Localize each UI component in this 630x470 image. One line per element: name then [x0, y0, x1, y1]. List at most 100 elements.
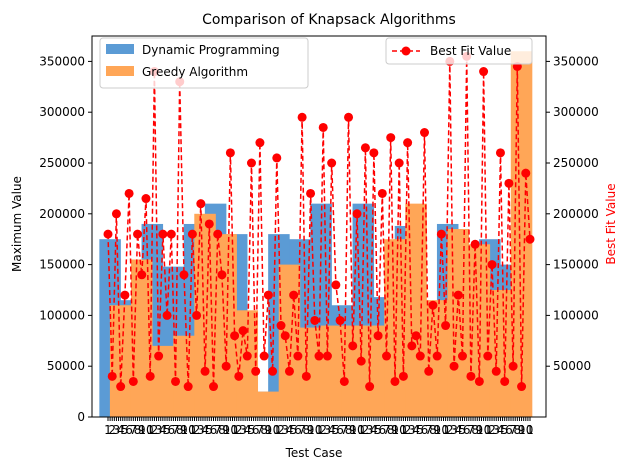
x-tick-label: 9 [349, 423, 357, 437]
point-best-fit-value [500, 376, 510, 386]
point-best-fit-value [369, 148, 379, 158]
x-tick-label: 10 [307, 423, 322, 437]
x-tick-label: 2 [319, 423, 327, 437]
x-tick-label: 3 [239, 423, 247, 437]
bar-greedy-algorithm [299, 327, 322, 417]
x-tick-label: 1 [526, 423, 534, 437]
x-tick-label: 5 [248, 423, 256, 437]
x-tick-label: 6 [505, 423, 513, 437]
legend-label-best-fit-value: Best Fit Value [430, 44, 511, 58]
x-tick-label: 3 [366, 423, 374, 437]
x-tick-label: 9 [518, 423, 526, 437]
point-best-fit-value [441, 321, 451, 331]
x-tick-label: 1 [189, 423, 197, 437]
point-best-fit-value [145, 371, 155, 381]
x-tick-label: 8 [176, 423, 184, 437]
point-best-fit-value [272, 153, 282, 163]
x-tick-label: 1 [146, 423, 154, 437]
point-best-fit-value [289, 290, 299, 300]
x-tick-label: 8 [514, 423, 522, 437]
y-tick-label-right: 300000 [553, 105, 599, 119]
x-tick-label: 2 [151, 423, 159, 437]
x-tick-label: 8 [260, 423, 268, 437]
x-tick-label: 8 [303, 423, 311, 437]
bar-greedy-algorithm [236, 310, 259, 417]
x-tick-label: 8 [218, 423, 226, 437]
x-tick-label: 10 [392, 423, 407, 437]
x-tick-label: 6 [463, 423, 471, 437]
x-tick-label: 4 [201, 423, 209, 437]
x-tick-label: 1 [231, 423, 239, 437]
x-tick-label: 9 [138, 423, 146, 437]
point-best-fit-value [487, 260, 497, 270]
x-tick-label: 6 [378, 423, 386, 437]
x-tick-label: 10 [138, 423, 153, 437]
point-best-fit-value [200, 366, 210, 376]
bar-greedy-algorithm [405, 203, 427, 417]
point-best-fit-value [483, 351, 493, 361]
point-best-fit-value [517, 382, 527, 392]
bar-greedy-algorithm [447, 229, 470, 417]
bar-greedy-algorithm [384, 239, 406, 417]
bar-greedy-algorithm [489, 290, 512, 417]
y-tick-label-right: 100000 [553, 308, 599, 322]
point-best-fit-value [133, 229, 143, 239]
point-best-fit-value [234, 371, 244, 381]
point-best-fit-value [314, 351, 324, 361]
x-tick-label: 10 [349, 423, 364, 437]
point-best-fit-value [217, 270, 227, 280]
x-tick-label: 1 [357, 423, 365, 437]
y-tick-label-left: 150000 [39, 258, 85, 272]
point-best-fit-value [137, 270, 147, 280]
point-best-fit-value [259, 351, 269, 361]
x-tick-label: 3 [450, 423, 458, 437]
y-tick-label-left: 100000 [39, 308, 85, 322]
x-tick-label: 9 [265, 423, 273, 437]
bar-greedy-algorithm [152, 345, 174, 417]
x-tick-label: 9 [180, 423, 188, 437]
point-best-fit-value [466, 371, 476, 381]
point-best-fit-value [246, 158, 256, 168]
point-best-fit-value [179, 270, 189, 280]
bar-greedy-algorithm [320, 325, 343, 417]
point-best-fit-value [171, 376, 181, 386]
x-tick-label: 8 [429, 423, 437, 437]
x-tick-label: 4 [159, 423, 167, 437]
x-tick-label: 4 [243, 423, 251, 437]
y-tick-label-left: 200000 [39, 207, 85, 221]
y-axis-label-right: Best Fit Value [604, 183, 618, 264]
point-best-fit-value [521, 168, 531, 178]
bar-greedy-algorithm [257, 391, 280, 417]
x-tick-label: 4 [454, 423, 462, 437]
point-best-fit-value [411, 331, 421, 341]
x-tick-label: 5 [459, 423, 467, 437]
y-tick-label-left: 50000 [47, 359, 85, 373]
x-tick-label: 7 [383, 423, 391, 437]
line-best-fit-value [107, 56, 531, 387]
x-tick-label: 5 [374, 423, 382, 437]
x-tick-label: 9 [476, 423, 484, 437]
legend-swatch-best-fit-marker [401, 46, 411, 56]
x-tick-label: 7 [425, 423, 433, 437]
x-tick-label: 5 [416, 423, 424, 437]
point-best-fit-value [306, 188, 316, 198]
point-best-fit-value [141, 194, 151, 204]
point-best-fit-value [360, 143, 370, 153]
bar-greedy-algorithm [278, 264, 301, 417]
x-tick-label: 9 [391, 423, 399, 437]
point-best-fit-value [221, 361, 231, 371]
x-tick-label: 5 [332, 423, 340, 437]
point-best-fit-value [415, 351, 425, 361]
point-best-fit-value [154, 351, 164, 361]
x-tick-label: 2 [488, 423, 496, 437]
point-best-fit-value [335, 315, 345, 325]
x-tick-label: 3 [281, 423, 289, 437]
legend-swatch-dynamic-programming [106, 44, 134, 54]
x-tick-label: 6 [336, 423, 344, 437]
x-tick-label: 4 [117, 423, 125, 437]
point-best-fit-value [225, 148, 235, 158]
x-tick-label: 7 [172, 423, 180, 437]
point-best-fit-value [230, 331, 240, 341]
point-best-fit-value [268, 366, 278, 376]
point-best-fit-value [276, 321, 286, 331]
